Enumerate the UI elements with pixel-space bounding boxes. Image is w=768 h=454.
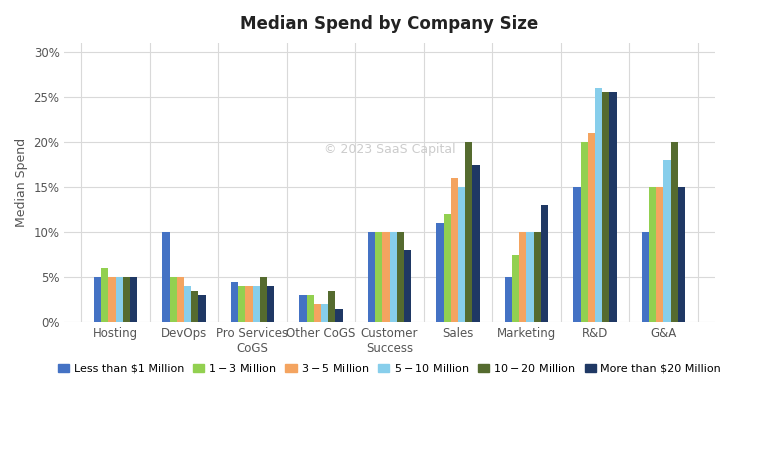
Bar — [472, 164, 479, 322]
Bar — [678, 187, 685, 322]
Bar — [512, 255, 519, 322]
Bar — [602, 93, 609, 322]
Bar — [306, 295, 314, 322]
Bar — [94, 277, 101, 322]
Bar — [519, 232, 527, 322]
Bar — [163, 232, 170, 322]
Bar — [451, 178, 458, 322]
Bar — [115, 277, 123, 322]
Y-axis label: Median Spend: Median Spend — [15, 138, 28, 227]
Bar — [574, 187, 581, 322]
Bar — [534, 232, 541, 322]
Bar — [101, 268, 108, 322]
Legend: Less than $1 Million, $1 - $3 Million, $3 - $5 Million, $5 - $10 Million, $10 - : Less than $1 Million, $1 - $3 Million, $… — [54, 357, 726, 378]
Bar — [642, 232, 649, 322]
Bar — [581, 142, 588, 322]
Bar — [170, 277, 177, 322]
Bar — [123, 277, 130, 322]
Bar — [527, 232, 534, 322]
Bar — [191, 291, 198, 322]
Bar — [541, 205, 548, 322]
Bar — [465, 142, 472, 322]
Bar — [670, 142, 678, 322]
Bar — [444, 214, 451, 322]
Bar — [657, 187, 664, 322]
Bar — [231, 281, 238, 322]
Bar — [245, 286, 253, 322]
Bar — [436, 223, 444, 322]
Bar — [397, 232, 404, 322]
Bar — [300, 295, 306, 322]
Bar — [108, 277, 115, 322]
Bar — [382, 232, 389, 322]
Bar — [649, 187, 657, 322]
Bar — [609, 93, 617, 322]
Bar — [198, 295, 206, 322]
Bar — [404, 250, 411, 322]
Bar — [458, 187, 465, 322]
Bar — [267, 286, 274, 322]
Bar — [238, 286, 245, 322]
Bar — [389, 232, 397, 322]
Bar — [368, 232, 375, 322]
Bar — [260, 277, 267, 322]
Bar — [177, 277, 184, 322]
Bar — [321, 304, 328, 322]
Bar — [595, 88, 602, 322]
Bar — [314, 304, 321, 322]
Bar — [184, 286, 191, 322]
Bar — [253, 286, 260, 322]
Bar — [336, 309, 343, 322]
Bar — [588, 133, 595, 322]
Bar — [375, 232, 382, 322]
Bar — [130, 277, 137, 322]
Bar — [505, 277, 512, 322]
Text: © 2023 SaaS Capital: © 2023 SaaS Capital — [323, 143, 455, 156]
Bar — [664, 160, 670, 322]
Bar — [328, 291, 336, 322]
Title: Median Spend by Company Size: Median Spend by Company Size — [240, 15, 538, 33]
